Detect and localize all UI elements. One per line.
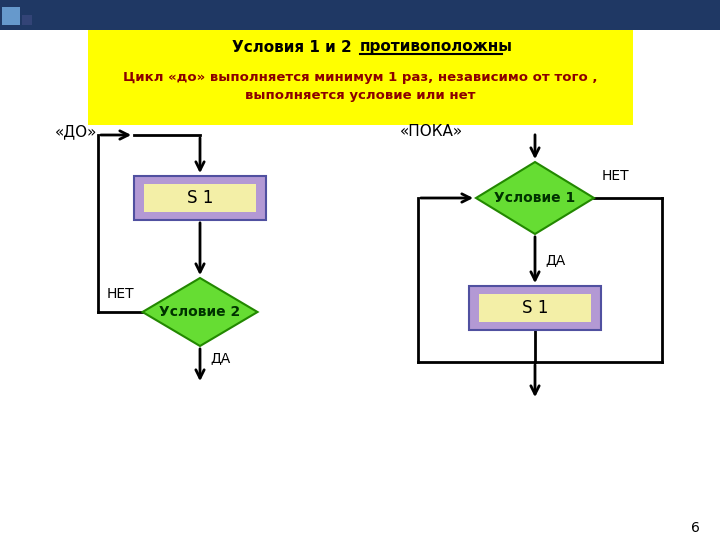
FancyBboxPatch shape [2,7,20,25]
Text: противоположны: противоположны [360,39,513,55]
Text: Цикл «до» выполняется минимум 1 раз, независимо от того ,: Цикл «до» выполняется минимум 1 раз, нез… [122,71,598,84]
Text: Условия 1 и 2: Условия 1 и 2 [232,39,357,55]
Text: S 1: S 1 [186,189,213,207]
FancyBboxPatch shape [479,294,591,322]
Text: НЕТ: НЕТ [107,287,135,301]
Text: Условие 1: Условие 1 [495,191,575,205]
FancyBboxPatch shape [144,184,256,212]
Text: «ПОКА»: «ПОКА» [400,125,463,139]
Text: «ДО»: «ДО» [55,125,97,139]
Text: Условие 2: Условие 2 [159,305,240,319]
FancyBboxPatch shape [0,0,720,30]
Polygon shape [476,162,594,234]
Text: выполняется условие или нет: выполняется условие или нет [245,90,475,103]
FancyBboxPatch shape [22,15,32,25]
Text: S 1: S 1 [522,299,548,317]
FancyBboxPatch shape [134,176,266,220]
FancyBboxPatch shape [88,30,633,125]
Text: ДА: ДА [545,253,565,267]
Text: 6: 6 [691,521,700,535]
Polygon shape [143,278,258,346]
Text: ДА: ДА [210,351,230,365]
Text: НЕТ: НЕТ [602,169,629,183]
FancyBboxPatch shape [469,286,601,330]
